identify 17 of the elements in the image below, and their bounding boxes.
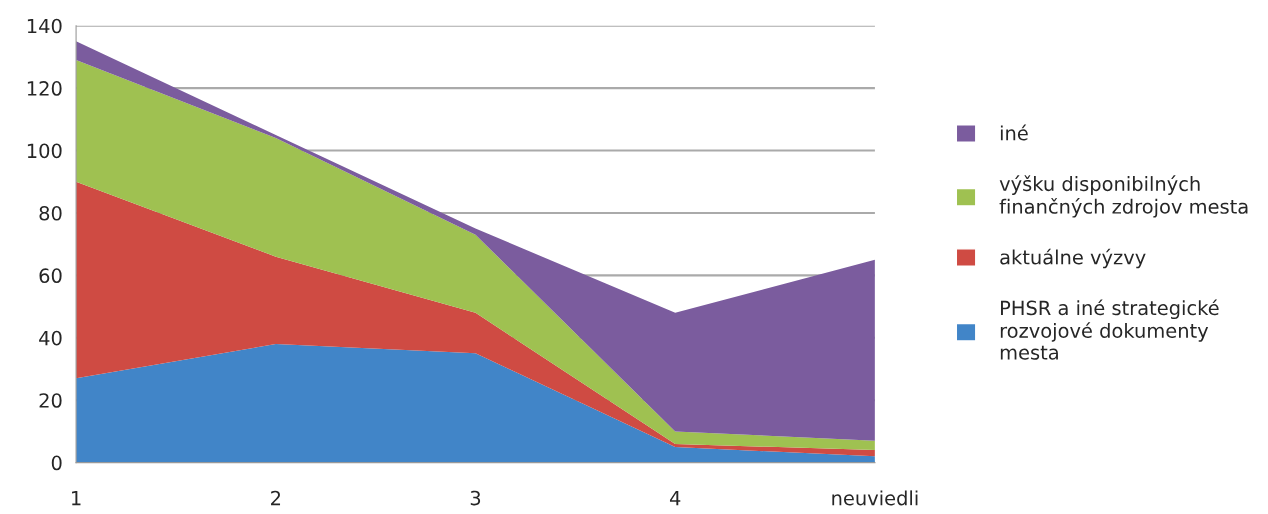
legend-label: aktuálne výzvy: [1000, 248, 1146, 269]
y-tick-label: 0: [51, 455, 62, 471]
y-tick-label: 80: [39, 205, 62, 221]
legend-label: PHSR a iné strategické rozvojové dokumenty mesta: [1000, 299, 1219, 360]
legend-label: výšku disponibilných finančných zdrojov mesta: [999, 175, 1248, 218]
y-tick-label: 40: [39, 330, 62, 346]
y-tick-label: 140: [27, 18, 62, 34]
x-tick-label: 4: [669, 490, 681, 506]
x-tick-label: neuviedli: [832, 490, 918, 506]
y-tick-label: 100: [27, 143, 62, 159]
legend-label: iné: [1000, 124, 1028, 141]
x-tick-label: 3: [470, 490, 481, 506]
y-tick-label: 20: [39, 393, 62, 408]
y-tick-label: 60: [39, 268, 62, 284]
x-tick-label: 2: [271, 490, 281, 506]
x-tick-label: 1: [72, 490, 81, 506]
y-tick-label: 120: [27, 81, 62, 96]
